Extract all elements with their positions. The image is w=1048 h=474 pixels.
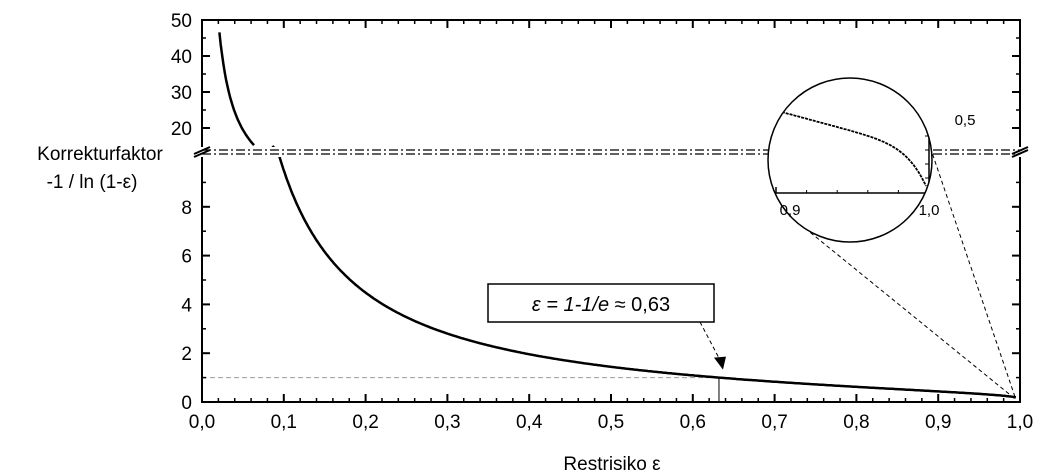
x-tick-label: 0,8 <box>843 412 869 433</box>
x-tick-label: 0,4 <box>516 412 543 433</box>
y-tick-label: 30 <box>171 83 192 104</box>
series-curve-upper <box>218 32 255 147</box>
y-axis-title-line1: Korrekturfaktor <box>37 144 163 165</box>
annotation-label: ε = 1-1/e ≈ 0,63 <box>532 294 670 316</box>
y-tick-label: 6 <box>181 247 192 268</box>
break-slash <box>1011 149 1029 158</box>
break-slash <box>1011 146 1029 155</box>
x-tick-label: 0,1 <box>271 412 297 433</box>
x-tick-label: 1,0 <box>1007 412 1033 433</box>
x-tick-label: 0,0 <box>189 412 215 433</box>
series-curve-lower <box>278 155 1017 399</box>
annotation: ε = 1-1/e ≈ 0,63 <box>487 283 726 370</box>
inset-connector <box>804 227 1017 400</box>
axis-ticks: 0,0 0,1 0,2 0,3 0,4 0,5 0,6 0,7 0,8 0,9 1,0 0 2 4 6 8 20… <box>171 11 1033 433</box>
annotation-arrowhead <box>713 356 726 370</box>
x-tick-label: 0,2 <box>352 412 378 433</box>
inset-x-tick-label: 0,9 <box>780 202 801 219</box>
inset-curve <box>777 110 927 187</box>
y-tick-label: 20 <box>171 119 192 140</box>
x-tick-label: 0,6 <box>680 412 706 433</box>
break-slash <box>193 149 211 158</box>
x-axis-title: Restrisiko ε <box>563 454 661 474</box>
y-tick-label: 40 <box>171 47 192 68</box>
y-tick-label: 8 <box>181 198 192 219</box>
break-gap <box>196 147 1026 157</box>
y-tick-label: 0 <box>181 393 192 414</box>
inset-y-tick-label: 0,5 <box>955 112 976 129</box>
x-tick-label: 0,5 <box>598 412 624 433</box>
x-tick-label: 0,9 <box>925 412 951 433</box>
inset-connector <box>929 147 1017 400</box>
y-axis-title-line2: -1 / ln (1-ε) <box>47 172 138 193</box>
inset-x-tick-label: 1,0 <box>919 202 940 219</box>
x-tick-label: 0,7 <box>761 412 787 433</box>
y-tick-label: 4 <box>181 295 192 316</box>
inset-zoom: 0,9 1,0 0,5 <box>767 77 1017 400</box>
y-tick-label: 2 <box>181 344 192 365</box>
y-tick-label: 50 <box>171 11 192 32</box>
x-tick-label: 0,3 <box>434 412 460 433</box>
annotation-leader <box>699 321 724 366</box>
annotation-box <box>487 283 715 323</box>
break-slash <box>193 146 211 155</box>
reference-lines <box>202 377 720 402</box>
